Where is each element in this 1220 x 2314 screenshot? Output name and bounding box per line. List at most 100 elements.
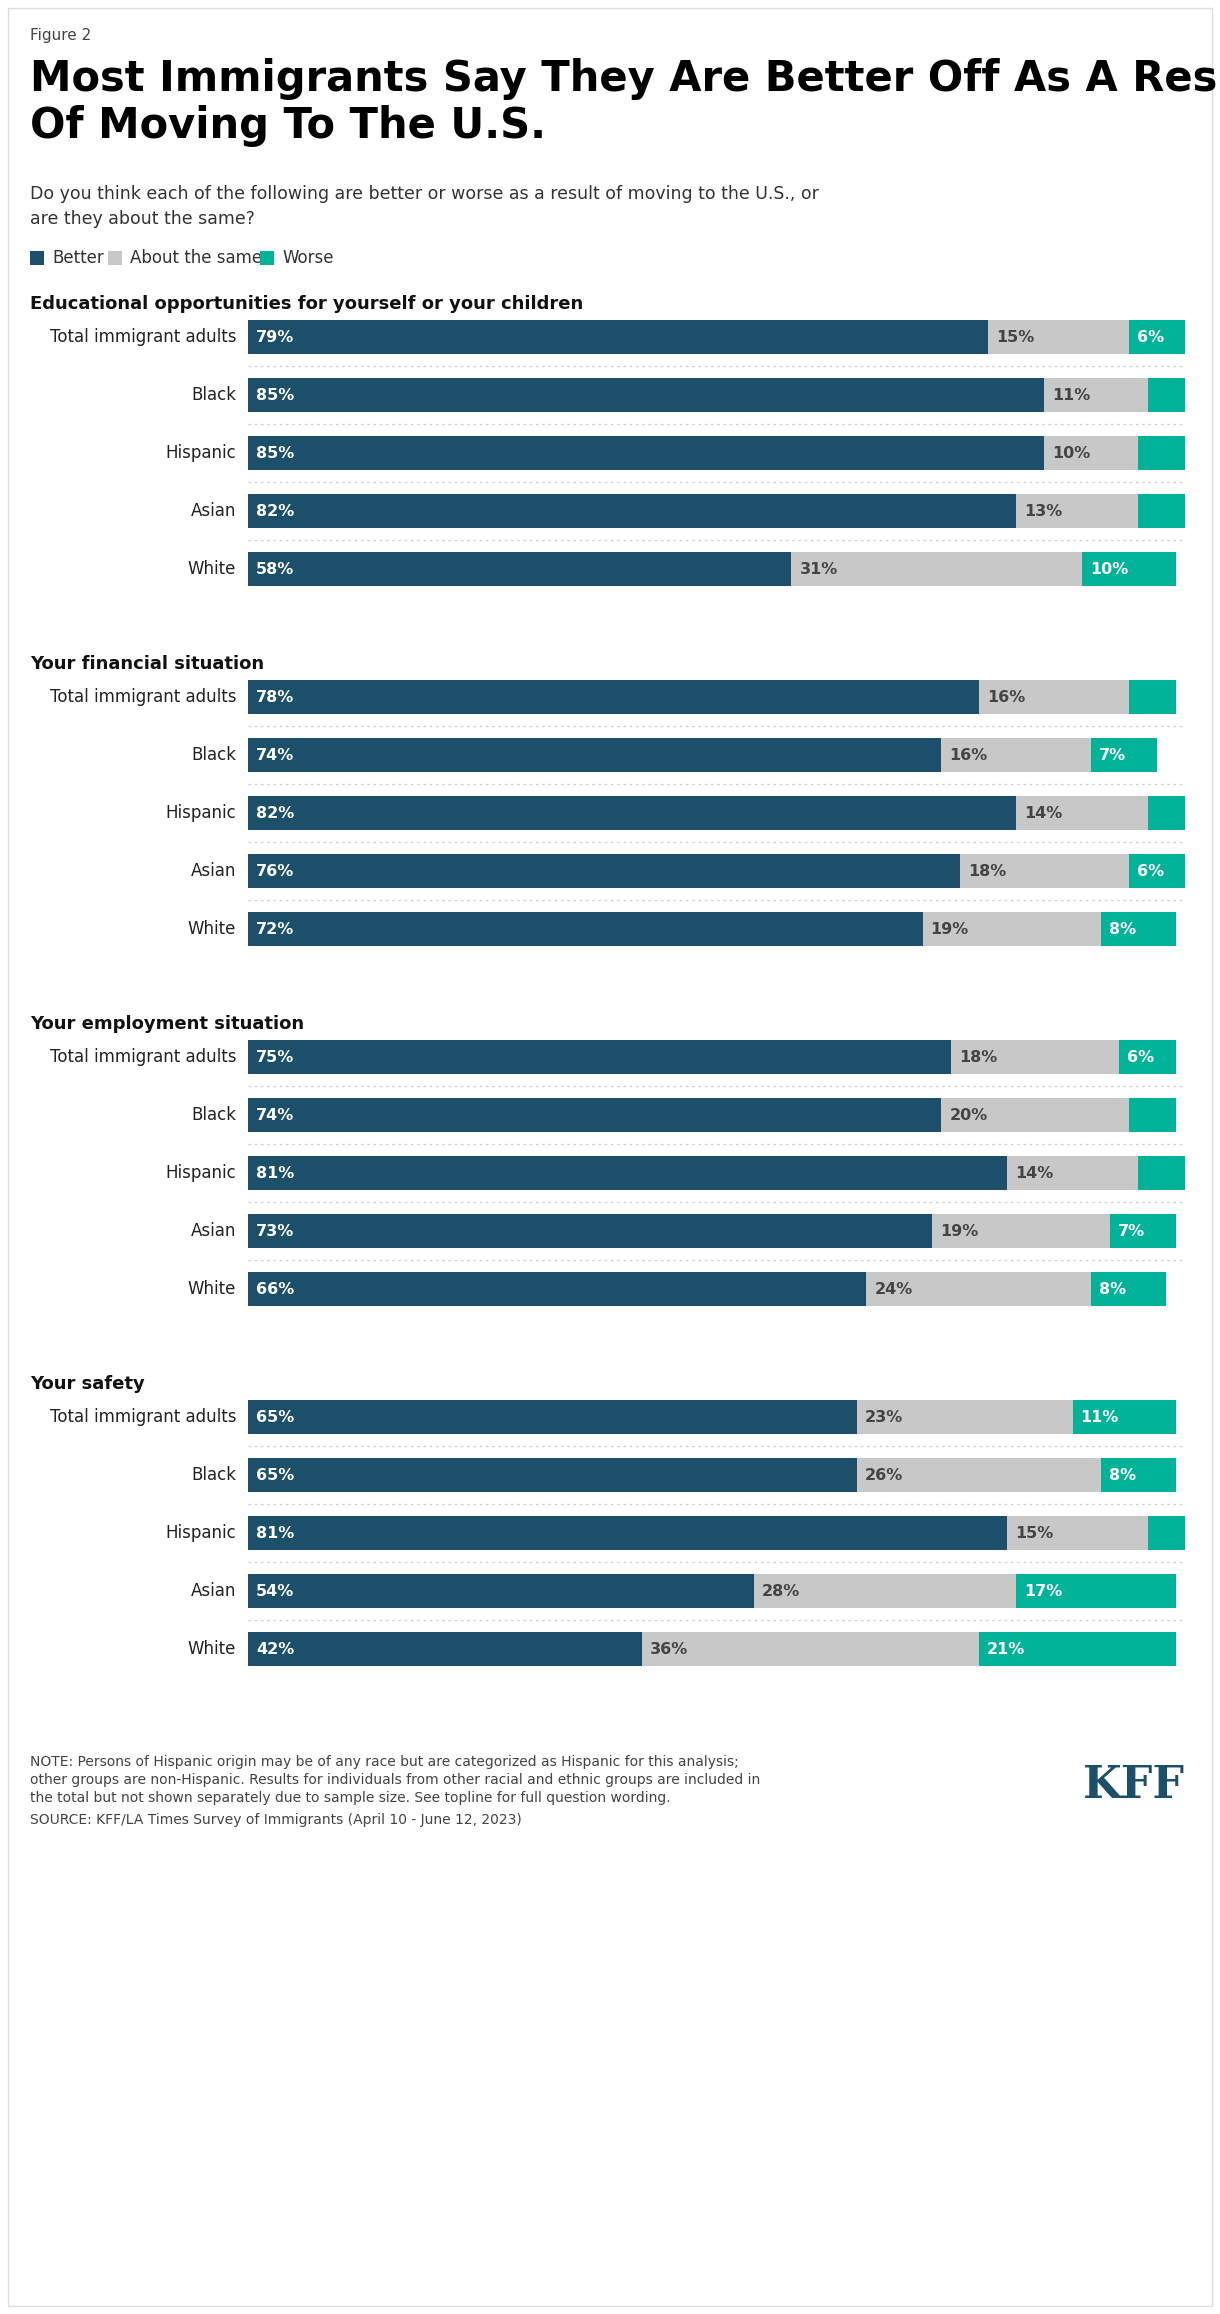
- Text: 21%: 21%: [987, 1641, 1025, 1657]
- Text: Black: Black: [192, 386, 235, 405]
- Text: White: White: [188, 1641, 235, 1659]
- Text: Hispanic: Hispanic: [165, 803, 235, 821]
- Bar: [1148, 796, 1185, 831]
- Text: 8%: 8%: [1109, 1467, 1136, 1483]
- Bar: [248, 553, 792, 585]
- Text: 15%: 15%: [997, 329, 1035, 345]
- Text: Educational opportunities for yourself or your children: Educational opportunities for yourself o…: [30, 294, 583, 312]
- Text: 17%: 17%: [1025, 1583, 1063, 1599]
- Text: 18%: 18%: [969, 863, 1006, 879]
- Text: Hispanic: Hispanic: [165, 444, 235, 463]
- Text: 7%: 7%: [1099, 747, 1126, 764]
- Bar: [950, 1039, 1120, 1074]
- Bar: [1044, 435, 1138, 470]
- Text: Most Immigrants Say They Are Better Off As A Result
Of Moving To The U.S.: Most Immigrants Say They Are Better Off …: [30, 58, 1220, 148]
- Text: White: White: [188, 560, 235, 578]
- Text: 19%: 19%: [931, 921, 969, 937]
- Bar: [248, 1631, 642, 1666]
- Bar: [1138, 493, 1185, 528]
- Text: 14%: 14%: [1025, 805, 1063, 821]
- Text: 31%: 31%: [799, 562, 838, 576]
- Text: Black: Black: [192, 1106, 235, 1125]
- Text: 65%: 65%: [256, 1409, 294, 1425]
- Text: 82%: 82%: [256, 805, 294, 821]
- Text: Hispanic: Hispanic: [165, 1164, 235, 1182]
- Bar: [1138, 1157, 1185, 1189]
- Text: 16%: 16%: [987, 690, 1025, 703]
- Bar: [260, 250, 274, 266]
- Bar: [1092, 1273, 1166, 1305]
- Bar: [1016, 796, 1148, 831]
- Bar: [978, 1631, 1176, 1666]
- Text: Asian: Asian: [190, 1222, 235, 1240]
- Bar: [248, 738, 942, 773]
- Bar: [1100, 1458, 1176, 1493]
- Bar: [1016, 493, 1138, 528]
- Bar: [1006, 1516, 1148, 1550]
- Text: 24%: 24%: [875, 1282, 913, 1296]
- Bar: [932, 1215, 1110, 1247]
- Bar: [248, 1516, 1006, 1550]
- Text: 79%: 79%: [256, 329, 294, 345]
- Text: 8%: 8%: [1099, 1282, 1126, 1296]
- Bar: [248, 1574, 754, 1608]
- Bar: [1082, 553, 1176, 585]
- Bar: [248, 1273, 866, 1305]
- Text: 8%: 8%: [1109, 921, 1136, 937]
- Bar: [1100, 912, 1176, 946]
- Text: 23%: 23%: [865, 1409, 903, 1425]
- Bar: [1148, 377, 1185, 412]
- Bar: [1072, 1400, 1176, 1435]
- Text: 14%: 14%: [1015, 1166, 1053, 1180]
- Bar: [248, 1099, 942, 1132]
- Bar: [1092, 738, 1157, 773]
- Text: 15%: 15%: [1015, 1525, 1053, 1541]
- Text: Black: Black: [192, 745, 235, 764]
- Text: 72%: 72%: [256, 921, 294, 937]
- Bar: [248, 1458, 856, 1493]
- Bar: [248, 1039, 950, 1074]
- Bar: [248, 912, 922, 946]
- Text: 20%: 20%: [949, 1108, 988, 1122]
- Bar: [1128, 319, 1185, 354]
- Bar: [922, 912, 1100, 946]
- Bar: [1128, 1099, 1176, 1132]
- Bar: [856, 1458, 1100, 1493]
- Text: 58%: 58%: [256, 562, 294, 576]
- Text: 6%: 6%: [1137, 329, 1164, 345]
- Bar: [248, 680, 978, 715]
- Bar: [30, 250, 44, 266]
- Text: Total immigrant adults: Total immigrant adults: [50, 687, 235, 706]
- Text: Total immigrant adults: Total immigrant adults: [50, 1048, 235, 1067]
- Text: 81%: 81%: [256, 1166, 294, 1180]
- Bar: [248, 377, 1044, 412]
- Text: 85%: 85%: [256, 447, 294, 460]
- Text: 19%: 19%: [939, 1224, 978, 1238]
- Text: Total immigrant adults: Total immigrant adults: [50, 1407, 235, 1425]
- Text: 74%: 74%: [256, 1108, 294, 1122]
- Text: 42%: 42%: [256, 1641, 294, 1657]
- Text: White: White: [188, 1280, 235, 1298]
- Text: SOURCE: KFF/LA Times Survey of Immigrants (April 10 - June 12, 2023): SOURCE: KFF/LA Times Survey of Immigrant…: [30, 1812, 522, 1828]
- Bar: [856, 1400, 1072, 1435]
- Text: 28%: 28%: [762, 1583, 800, 1599]
- Bar: [248, 796, 1016, 831]
- Text: KFF: KFF: [1083, 1763, 1185, 1807]
- Bar: [642, 1631, 978, 1666]
- Text: 16%: 16%: [949, 747, 988, 764]
- Bar: [1006, 1157, 1138, 1189]
- Text: Your financial situation: Your financial situation: [30, 655, 264, 673]
- Text: 10%: 10%: [1089, 562, 1128, 576]
- Text: 82%: 82%: [256, 504, 294, 518]
- Text: 76%: 76%: [256, 863, 294, 879]
- Bar: [942, 1099, 1128, 1132]
- Text: 13%: 13%: [1025, 504, 1063, 518]
- Text: Asian: Asian: [190, 502, 235, 521]
- Bar: [1044, 377, 1148, 412]
- Bar: [248, 854, 960, 889]
- Text: 73%: 73%: [256, 1224, 294, 1238]
- Bar: [754, 1574, 1016, 1608]
- Text: About the same: About the same: [131, 250, 262, 266]
- Text: Asian: Asian: [190, 1583, 235, 1599]
- Text: 66%: 66%: [256, 1282, 294, 1296]
